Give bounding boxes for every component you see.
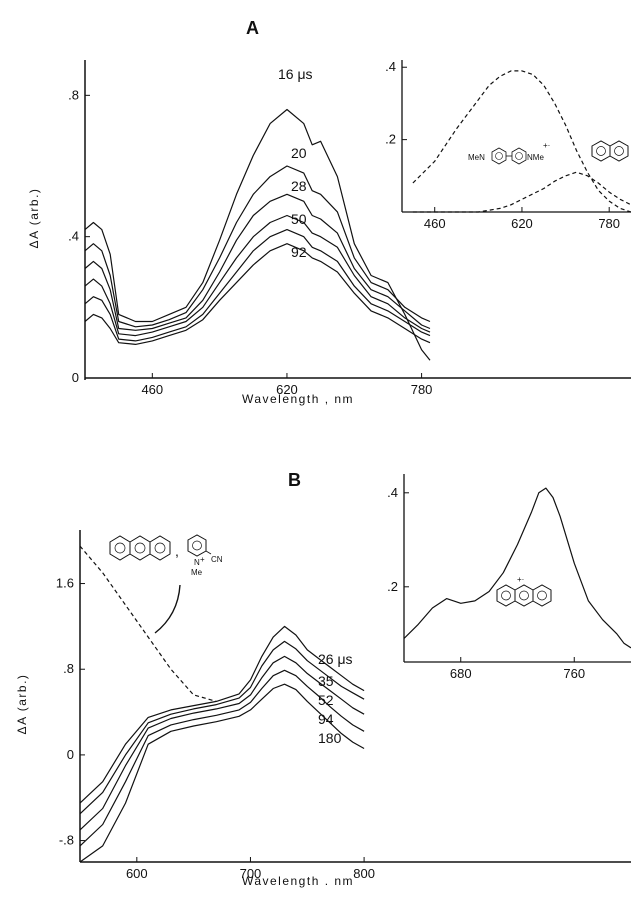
- panel-b-x-tick-label-2: 800: [353, 866, 375, 881]
- inset-a-x-tick-label-2: 780: [598, 216, 620, 231]
- a-label-92: 92: [291, 244, 307, 260]
- b-label-26us: 26 μs: [318, 651, 353, 667]
- inset-a-series: [412, 70, 631, 213]
- panel-a-series-line-5: [84, 243, 431, 345]
- panel-a-series: [84, 108, 431, 361]
- inset-b-y-tick-label-0: .2: [387, 579, 398, 594]
- panel-a-letter: A: [246, 18, 259, 38]
- panel-a-series-line-1: [84, 165, 431, 328]
- b-label-35: 35: [318, 673, 334, 689]
- inset-b-x-tick-label-1: 760: [563, 666, 585, 681]
- panel-b-letter: B: [288, 470, 301, 490]
- panel-a-series-line-4: [84, 229, 431, 342]
- panel-b-ticks: 600 700 800 -.8 0 .8 1.6: [56, 576, 375, 881]
- panel-a-x-tick-label-2: 780: [411, 382, 433, 397]
- inset-a-cation: +·: [543, 141, 550, 150]
- inset-a-naphthalene-icon: [591, 140, 629, 162]
- panel-b-y-tick-label-2: .8: [63, 661, 74, 676]
- inset-a-nme: NMe: [527, 153, 544, 162]
- panel-a-y-title: ΔA (arb.): [27, 188, 41, 249]
- panel-b-x-tick-label-1: 700: [240, 866, 262, 881]
- panel-a-y-tick-label-2: .8: [68, 87, 79, 102]
- panel-b-y-tick-label-1: 0: [67, 747, 74, 762]
- panel-b-series-line-4: [79, 683, 365, 863]
- a-label-20: 20: [291, 145, 307, 161]
- inset-a-y-tick-label-1: .4: [385, 59, 396, 74]
- inset-b-ticks: 680 760 .2 .4: [387, 485, 585, 681]
- inset-a-series-line-0: [412, 70, 631, 213]
- panel-b-x-tick-label-0: 600: [126, 866, 148, 881]
- panel-b-pyridinium-icon: N + CN Me: [187, 534, 223, 577]
- panel-b-mol-plus: +: [200, 555, 205, 564]
- panel-a-x-tick-label-0: 460: [141, 382, 163, 397]
- panel-b-y-title: ΔA (arb.): [15, 674, 29, 735]
- panel-b-series-line-1: [79, 640, 365, 815]
- panel-b-x-title: Wavelength . nm: [242, 874, 354, 888]
- panel-b-anthracene-icon: [109, 535, 171, 561]
- panel-b-y-tick-label-0: -.8: [59, 833, 74, 848]
- inset-a-men: MeN: [468, 153, 485, 162]
- panel-b-series-line-3: [79, 669, 365, 847]
- panel-b-mol-n: N: [194, 558, 200, 567]
- panel-b-mol-cn: CN: [211, 555, 223, 564]
- panel-a-y-tick-label-1: .4: [68, 229, 79, 244]
- b-label-52: 52: [318, 692, 334, 708]
- panel-b-inset: [403, 472, 631, 664]
- inset-b-x-tick-label-0: 680: [450, 666, 472, 681]
- panel-a-x-tick-label-1: 620: [276, 382, 298, 397]
- inset-b-anthracene-icon: +·: [496, 575, 552, 607]
- inset-a-x-tick-label-0: 460: [424, 216, 446, 231]
- a-label-28: 28: [291, 178, 307, 194]
- b-label-94: 94: [318, 711, 334, 727]
- a-label-16us: 16 μs: [278, 66, 313, 82]
- panel-a-inset: [401, 55, 631, 220]
- panel-b-y-tick-label-3: 1.6: [56, 576, 74, 591]
- panel-a-series-line-2: [84, 193, 431, 331]
- inset-b-series: [403, 487, 631, 649]
- inset-a-x-tick-label-1: 620: [511, 216, 533, 231]
- inset-a-molecule-biphenyl-icon: MeN NMe +·: [468, 141, 550, 165]
- panel-a-x-title: Wavelength , nm: [242, 392, 354, 406]
- panel-b-pointer-arrow: [154, 584, 181, 634]
- inset-a-ticks: 460 620 780 .2 .4: [385, 59, 620, 231]
- panel-a-series-line-3: [84, 214, 431, 337]
- panel-b-molecule-comma: ,: [175, 543, 179, 559]
- b-label-180: 180: [318, 730, 342, 746]
- panel-b-mol-me: Me: [191, 568, 203, 577]
- panel-a-series-line-0: [84, 108, 431, 361]
- panel-b-series-line-2: [79, 655, 365, 831]
- inset-b-cation: +·: [517, 575, 524, 584]
- panel-b-series-line-5: [79, 545, 217, 702]
- inset-b-series-line-0: [403, 487, 631, 649]
- panel-b-series-line-0: [79, 625, 365, 804]
- panel-a-y-tick-label-0: 0: [72, 370, 79, 385]
- inset-a-series-line-1: [412, 171, 631, 213]
- panel-a-ticks: 460 620 780 0 .4 .8: [68, 87, 432, 397]
- inset-a-y-tick-label-0: .2: [385, 132, 396, 147]
- panel-a-axes: [84, 60, 631, 380]
- panel-b-series: [79, 545, 365, 863]
- a-label-50: 50: [291, 211, 307, 227]
- panel-b-axes: [79, 530, 631, 863]
- inset-b-y-tick-label-1: .4: [387, 485, 398, 500]
